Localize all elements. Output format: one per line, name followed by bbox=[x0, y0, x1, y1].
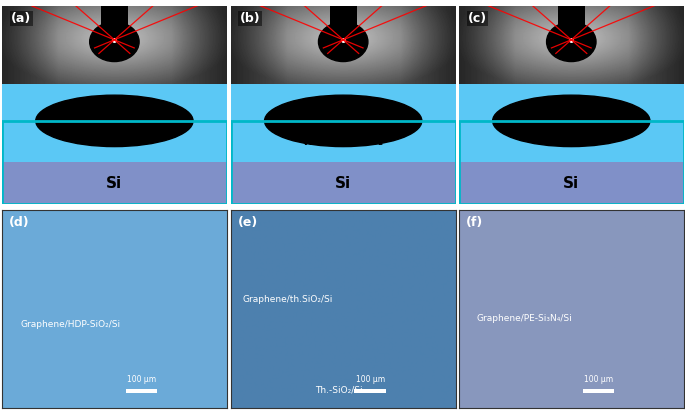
Text: Graphene/th.SiO₂/Si: Graphene/th.SiO₂/Si bbox=[242, 295, 332, 304]
Bar bbox=[231, 121, 456, 162]
Ellipse shape bbox=[547, 22, 596, 61]
Text: Thermal-SiO₂: Thermal-SiO₂ bbox=[302, 137, 384, 147]
Ellipse shape bbox=[264, 95, 422, 147]
Text: 100 μm: 100 μm bbox=[127, 375, 156, 384]
Text: (c): (c) bbox=[468, 12, 487, 25]
Bar bbox=[231, 121, 456, 204]
Ellipse shape bbox=[90, 22, 139, 61]
Bar bbox=[231, 121, 456, 204]
Text: (d): (d) bbox=[9, 216, 29, 229]
Text: Si: Si bbox=[106, 176, 123, 191]
Bar bbox=[2, 84, 227, 121]
Bar bbox=[459, 121, 684, 162]
Bar bbox=[231, 162, 456, 204]
Text: PE-Si₃N₄: PE-Si₃N₄ bbox=[546, 137, 597, 147]
Bar bbox=[459, 121, 684, 204]
Ellipse shape bbox=[319, 22, 368, 61]
Text: (b): (b) bbox=[240, 12, 260, 25]
Text: 100 μm: 100 μm bbox=[356, 375, 385, 384]
Bar bbox=[558, 6, 585, 30]
Text: 100 μm: 100 μm bbox=[584, 375, 613, 384]
Text: Graphene/HDP-SiO₂/Si: Graphene/HDP-SiO₂/Si bbox=[20, 320, 120, 329]
Bar bbox=[354, 389, 386, 393]
Bar bbox=[329, 6, 357, 30]
Text: Graphene/PE-Si₃N₄/Si: Graphene/PE-Si₃N₄/Si bbox=[477, 314, 573, 323]
Text: Si: Si bbox=[335, 176, 351, 191]
Ellipse shape bbox=[36, 95, 193, 147]
Bar bbox=[459, 162, 684, 204]
Text: (f): (f) bbox=[466, 216, 483, 229]
Text: (a): (a) bbox=[11, 12, 32, 25]
Bar bbox=[231, 84, 456, 121]
Ellipse shape bbox=[493, 95, 650, 147]
Bar bbox=[101, 6, 128, 30]
Text: Th.-SiO₂/Si: Th.-SiO₂/Si bbox=[315, 385, 362, 394]
Bar bbox=[2, 121, 227, 204]
Text: HDP-SiO₂: HDP-SiO₂ bbox=[86, 137, 143, 147]
Text: (e): (e) bbox=[238, 216, 258, 229]
Bar bbox=[459, 121, 684, 204]
Bar bbox=[582, 389, 614, 393]
Bar bbox=[459, 84, 684, 121]
Bar bbox=[125, 389, 157, 393]
Bar bbox=[2, 121, 227, 162]
Text: Si: Si bbox=[563, 176, 580, 191]
Bar bbox=[2, 162, 227, 204]
Bar bbox=[2, 121, 227, 204]
